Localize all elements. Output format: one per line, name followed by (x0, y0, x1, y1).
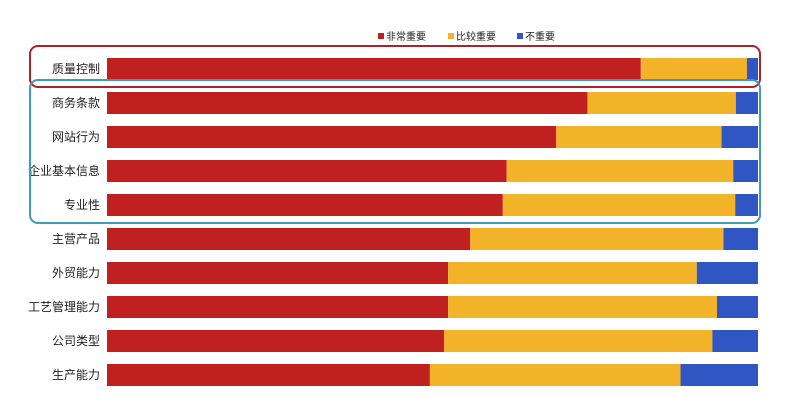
bar-row: 主营产品 (52, 228, 758, 250)
legend-item: 比较重要 (448, 30, 496, 43)
bar-row: 商务条款 (52, 92, 758, 114)
legend-swatch (448, 33, 454, 39)
bar-row: 网站行为 (52, 126, 758, 148)
bar-row: 外贸能力 (52, 262, 758, 284)
bar-segment (470, 228, 724, 250)
highlight-box (29, 79, 761, 224)
category-label: 商务条款 (52, 95, 100, 110)
bar-segment (721, 126, 758, 148)
bar-segment (712, 330, 758, 352)
legend-swatch (517, 33, 523, 39)
bar-segment (107, 194, 503, 216)
category-label: 企业基本信息 (28, 163, 100, 178)
category-label: 网站行为 (52, 130, 100, 144)
bar-row: 专业性 (64, 194, 758, 216)
bar-row: 工艺管理能力 (28, 296, 758, 318)
bar-row: 质量控制 (52, 58, 758, 80)
bar-segment (502, 194, 736, 216)
highlight-box (29, 45, 761, 88)
bar-segment (506, 160, 734, 182)
legend-item: 不重要 (517, 30, 555, 43)
category-label: 质量控制 (52, 62, 100, 76)
bar-segment (735, 194, 758, 216)
bar-segment (733, 160, 758, 182)
bar-segment (107, 330, 445, 352)
bar-segment (107, 160, 507, 182)
bar-segment (107, 296, 449, 318)
bar-segment (107, 364, 430, 386)
bar-segment (107, 92, 588, 114)
category-label: 工艺管理能力 (28, 299, 100, 314)
bar-segment (107, 126, 557, 148)
category-label: 生产能力 (52, 368, 100, 382)
legend-label: 非常重要 (386, 30, 426, 43)
bar-segment (680, 364, 758, 386)
category-label: 专业性 (64, 197, 100, 212)
bar-row: 公司类型 (52, 330, 758, 352)
category-label: 外贸能力 (52, 266, 100, 280)
bar-segment (444, 330, 713, 352)
bar-segment (640, 58, 747, 80)
category-label: 主营产品 (52, 232, 100, 246)
bar-segment (448, 296, 717, 318)
legend-label: 比较重要 (456, 30, 496, 43)
legend-item: 非常重要 (378, 30, 426, 43)
bar-segment (735, 92, 758, 114)
bar-segment (107, 262, 449, 284)
legend-swatch (378, 33, 384, 39)
bar-segment (107, 58, 641, 80)
bar-segment (716, 296, 758, 318)
bar-segment (723, 228, 758, 250)
legend: 非常重要 比较重要 不重要 (378, 30, 555, 43)
bar-segment (556, 126, 722, 148)
legend-label: 不重要 (525, 30, 555, 43)
category-label: 公司类型 (52, 334, 100, 348)
bar-segment (746, 58, 758, 80)
bar-segment (107, 228, 471, 250)
bar-row: 企业基本信息 (28, 160, 758, 182)
bar-segment (587, 92, 736, 114)
bar-segment (429, 364, 681, 386)
bar-segment (696, 262, 758, 284)
bar-row: 生产能力 (52, 364, 758, 386)
bar-segment (448, 262, 697, 284)
